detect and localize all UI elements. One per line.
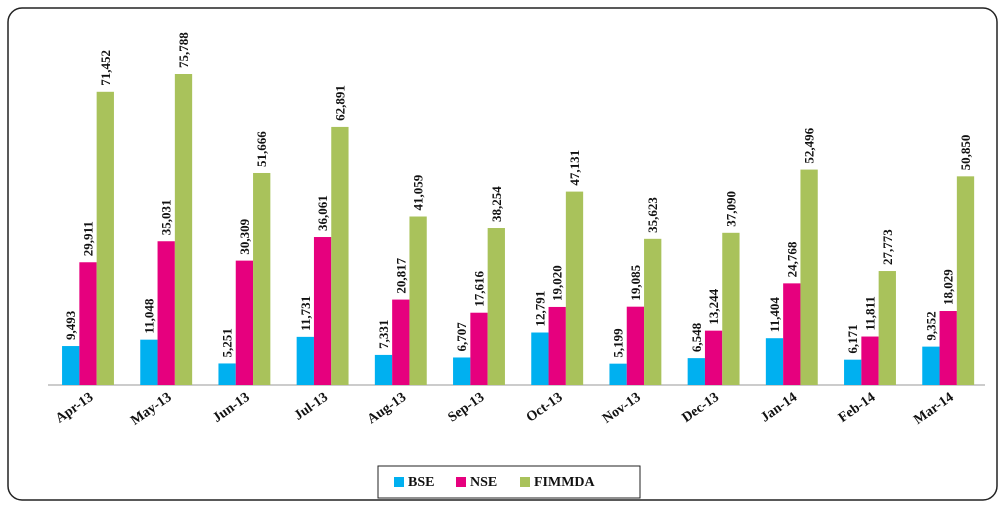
x-tick-label: Jan-14 xyxy=(758,390,800,425)
value-label: 71,452 xyxy=(98,50,113,86)
value-label: 35,031 xyxy=(159,199,174,235)
bar xyxy=(62,346,80,385)
value-label: 11,048 xyxy=(141,298,156,334)
bar xyxy=(704,330,723,385)
value-label: 5,251 xyxy=(220,328,235,357)
value-label: 11,404 xyxy=(767,297,782,333)
legend-swatch xyxy=(456,477,466,487)
value-label: 38,254 xyxy=(489,186,504,222)
value-label: 13,244 xyxy=(706,288,721,324)
value-label: 9,352 xyxy=(923,311,938,340)
legend-label: BSE xyxy=(408,475,434,490)
bar xyxy=(96,91,114,385)
x-tick-label: Jul-13 xyxy=(292,390,331,424)
legend-label: FIMMDA xyxy=(534,475,596,490)
value-label: 7,331 xyxy=(376,320,391,349)
legend-box xyxy=(377,465,641,499)
value-label: 37,090 xyxy=(723,191,738,227)
bar xyxy=(687,358,705,385)
bar xyxy=(296,336,314,385)
bar xyxy=(626,306,645,385)
legend-label: NSE xyxy=(470,475,497,490)
value-label: 50,850 xyxy=(958,135,973,171)
value-label: 47,131 xyxy=(567,150,582,186)
value-label: 29,911 xyxy=(81,221,96,256)
bar xyxy=(922,346,940,385)
bar xyxy=(140,339,158,385)
bar xyxy=(79,262,97,385)
bar xyxy=(531,332,549,385)
x-tick-label: May-13 xyxy=(128,390,174,429)
bar xyxy=(800,169,818,385)
value-label: 51,666 xyxy=(254,131,269,167)
value-label: 35,623 xyxy=(645,197,660,233)
value-label: 27,773 xyxy=(880,229,895,265)
bar xyxy=(609,363,627,385)
x-tick-label: Aug-13 xyxy=(365,390,409,427)
bar xyxy=(470,312,488,385)
value-label: 5,199 xyxy=(611,328,626,358)
bar xyxy=(861,336,879,385)
x-tick-label: Oct-13 xyxy=(524,390,566,425)
legend-swatch xyxy=(520,477,530,487)
bar xyxy=(956,176,975,385)
value-label: 17,616 xyxy=(472,270,487,306)
bar xyxy=(565,191,584,385)
value-label: 18,029 xyxy=(941,269,956,305)
x-tick-label: Nov-13 xyxy=(600,390,644,427)
bar xyxy=(765,338,784,385)
bar xyxy=(157,241,175,385)
value-label: 6,707 xyxy=(454,322,469,352)
value-label: 75,788 xyxy=(176,32,191,68)
bar xyxy=(487,228,505,385)
x-tick-label: Apr-13 xyxy=(53,390,96,427)
bar xyxy=(453,357,471,385)
bar xyxy=(235,260,254,385)
bar xyxy=(174,74,193,385)
x-tick-label: Sep-13 xyxy=(446,390,488,425)
frame xyxy=(7,7,998,501)
x-tick-label: Jun-13 xyxy=(210,390,252,426)
bar xyxy=(644,238,662,385)
bar xyxy=(722,232,740,385)
value-label: 20,817 xyxy=(393,257,408,293)
bar xyxy=(878,271,896,385)
legend-swatch xyxy=(394,477,404,487)
bar xyxy=(409,216,427,385)
bar xyxy=(392,299,410,385)
value-label: 12,791 xyxy=(532,291,547,327)
x-tick-label: Dec-13 xyxy=(680,390,722,426)
bar xyxy=(548,306,566,385)
value-label: 62,891 xyxy=(332,85,347,121)
bar xyxy=(783,283,801,385)
value-label: 30,309 xyxy=(237,218,252,254)
value-label: 24,768 xyxy=(784,241,799,277)
value-label: 6,171 xyxy=(845,324,860,353)
value-label: 6,548 xyxy=(689,322,704,352)
bar xyxy=(218,363,236,385)
bar xyxy=(313,237,332,385)
x-tick-label: Mar-14 xyxy=(911,390,956,428)
value-label: 11,811 xyxy=(863,296,878,330)
bar xyxy=(844,359,862,385)
value-label: 41,059 xyxy=(411,174,426,210)
bar xyxy=(374,354,393,385)
value-label: 19,085 xyxy=(628,264,643,300)
value-label: 11,731 xyxy=(298,296,313,331)
bar xyxy=(253,172,271,385)
value-label: 9,493 xyxy=(63,310,78,340)
bar xyxy=(939,311,957,385)
value-label: 36,061 xyxy=(315,195,330,231)
bar xyxy=(331,126,349,385)
x-tick-label: Feb-14 xyxy=(836,390,878,426)
value-label: 19,020 xyxy=(550,265,565,301)
value-label: 52,496 xyxy=(802,127,817,163)
